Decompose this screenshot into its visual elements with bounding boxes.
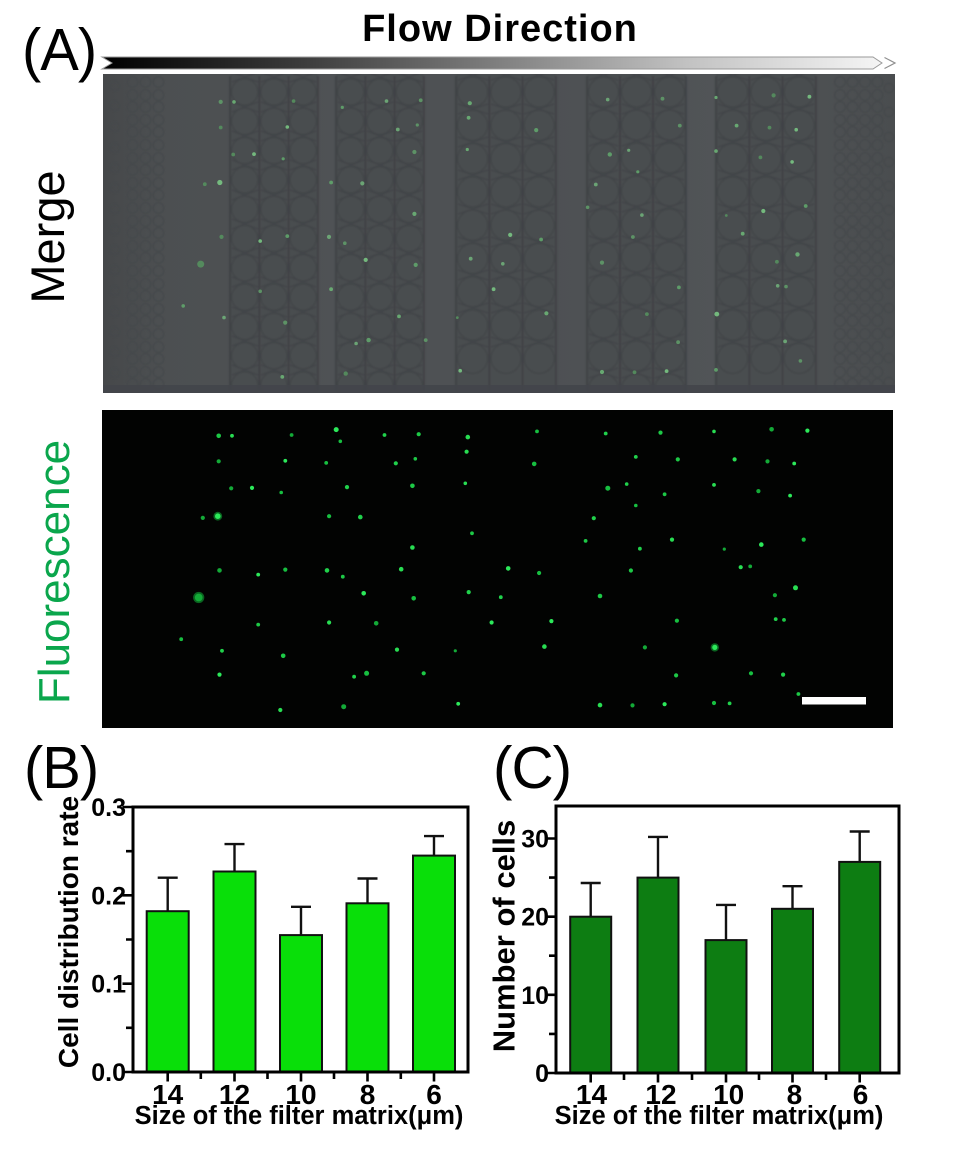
svg-text:10: 10 <box>713 1079 744 1110</box>
svg-text:14: 14 <box>152 1079 184 1110</box>
svg-text:12: 12 <box>645 1079 676 1110</box>
svg-text:6: 6 <box>853 1079 869 1110</box>
svg-text:10: 10 <box>285 1079 316 1110</box>
svg-text:0: 0 <box>535 1060 549 1088</box>
svg-text:12: 12 <box>219 1079 250 1110</box>
svg-text:0.2: 0.2 <box>91 882 126 910</box>
svg-text:0.0: 0.0 <box>91 1059 126 1087</box>
svg-text:0.1: 0.1 <box>91 971 126 999</box>
svg-text:Cell distribution rate: Cell distribution rate <box>53 796 84 1068</box>
svg-text:Size of the filter matrix(μm): Size of the filter matrix(μm) <box>555 1102 884 1130</box>
svg-text:8: 8 <box>360 1079 376 1110</box>
svg-text:20: 20 <box>521 904 549 932</box>
svg-text:Size of the filter matrix(μm): Size of the filter matrix(μm) <box>135 1102 464 1130</box>
svg-text:10: 10 <box>521 982 549 1010</box>
svg-text:Number of cells: Number of cells <box>487 820 522 1053</box>
svg-text:14: 14 <box>576 1079 608 1110</box>
svg-text:8: 8 <box>787 1079 803 1110</box>
svg-text:6: 6 <box>426 1079 442 1110</box>
svg-text:0.3: 0.3 <box>91 794 126 822</box>
svg-text:30: 30 <box>521 826 549 854</box>
